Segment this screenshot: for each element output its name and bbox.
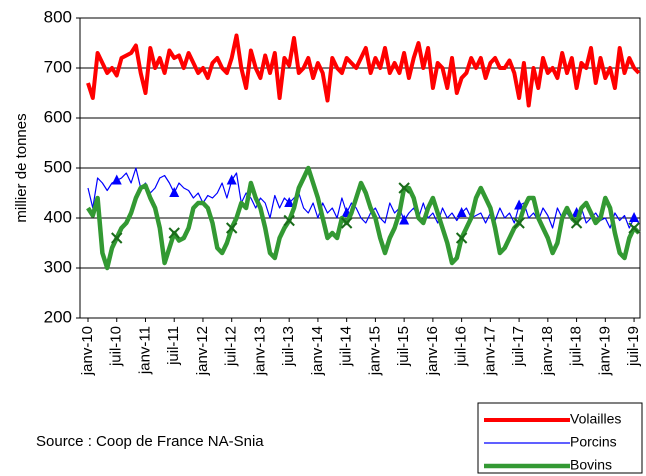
y-axis-label: millier de tonnes — [13, 113, 30, 222]
x-tick-label: janv-17 — [481, 326, 498, 376]
x-tick-label: janv-12 — [194, 326, 211, 376]
marker — [284, 197, 295, 207]
marker — [226, 174, 237, 185]
x-tick-label: janv-13 — [251, 326, 268, 376]
marker — [455, 232, 468, 244]
y-tick-label: 700 — [44, 57, 72, 76]
marker — [456, 207, 467, 217]
x-tick-label: juil-11 — [165, 326, 182, 366]
x-tick-label: janv-18 — [539, 326, 556, 376]
marker — [399, 214, 410, 225]
marker — [168, 227, 180, 239]
x-tick-label: juil-18 — [568, 326, 585, 367]
legend-label: Porcins — [570, 434, 617, 450]
plot-frame — [79, 17, 641, 319]
marker — [111, 174, 122, 185]
marker — [513, 217, 525, 229]
y-tick-label: 800 — [44, 7, 72, 26]
marker — [570, 217, 583, 229]
marker — [225, 222, 238, 234]
series-line — [86, 165, 641, 271]
source: Source : Coop de France NA-Snia — [36, 433, 264, 450]
x-tick-label: juil-13 — [280, 326, 297, 367]
marker — [398, 182, 410, 194]
y-tick-label: 400 — [44, 207, 72, 226]
y-tick-label: 200 — [44, 307, 72, 326]
legend-box — [477, 402, 643, 474]
x-tick-label: janv-11 — [136, 326, 153, 375]
marker — [628, 222, 640, 234]
series-line — [87, 167, 640, 229]
series-line — [86, 33, 641, 108]
marker — [111, 232, 123, 244]
legend-label: Bovins — [570, 457, 612, 473]
marker — [169, 187, 180, 197]
marker — [629, 212, 640, 222]
x-tick-label: janv-19 — [596, 326, 613, 376]
x-tick-label: juil-16 — [453, 326, 470, 367]
y-tick-label: 600 — [44, 107, 72, 126]
y-tick-label: 300 — [44, 257, 72, 276]
x-tick-label: janv-16 — [424, 326, 441, 376]
x-tick-label: juil-15 — [395, 326, 412, 367]
x-tick-label: janv-10 — [79, 326, 96, 376]
marker — [340, 217, 353, 229]
x-tick-label: janv-14 — [309, 326, 326, 376]
y-tick-label: 500 — [44, 157, 72, 176]
x-tick-label: juil-17 — [510, 326, 527, 367]
x-tick-label: juil-14 — [338, 326, 355, 367]
x-tick-label: juil-19 — [625, 326, 642, 367]
marker — [514, 199, 525, 210]
legend-label: Volailles — [570, 411, 621, 427]
x-tick-label: juil-12 — [223, 326, 240, 367]
marker — [283, 214, 295, 227]
x-tick-label: juil-10 — [108, 326, 125, 367]
x-tick-label: janv-15 — [366, 326, 383, 376]
